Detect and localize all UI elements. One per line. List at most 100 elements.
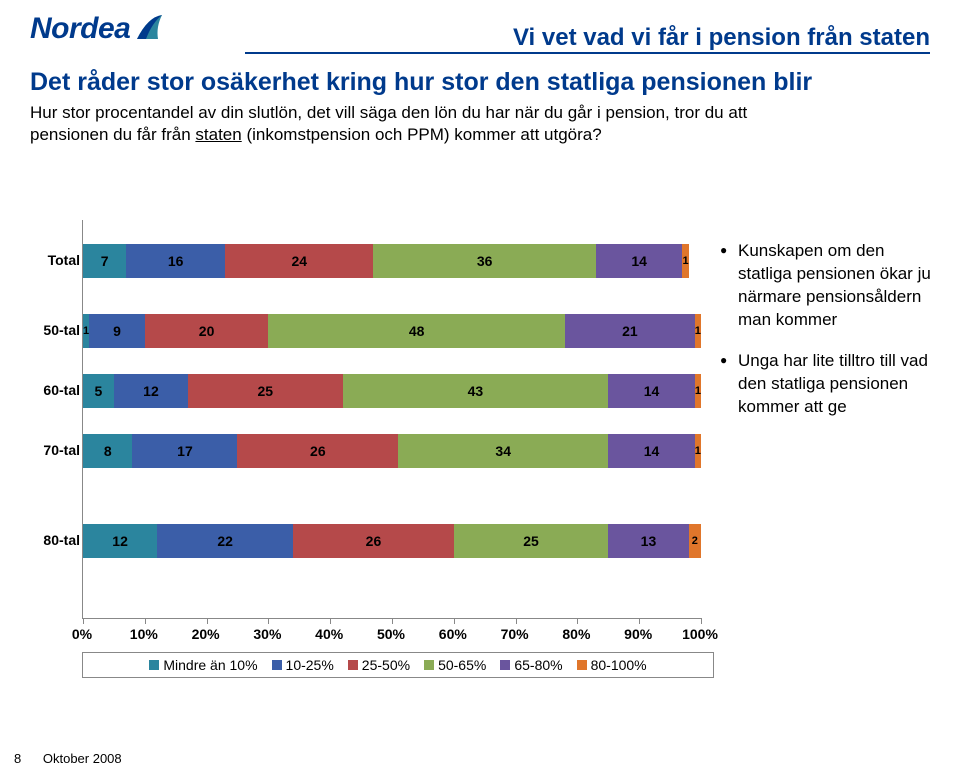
legend-swatch bbox=[348, 660, 358, 670]
legend-swatch bbox=[500, 660, 510, 670]
bar-segment: 48 bbox=[268, 314, 565, 348]
question-text: Hur stor procentandel av din slutlön, de… bbox=[30, 102, 790, 146]
bar-segment: 17 bbox=[132, 434, 237, 468]
bar-row: 8172634141 bbox=[83, 434, 701, 468]
header-rule bbox=[245, 52, 930, 54]
x-tick bbox=[516, 618, 517, 624]
legend-item: 80-100% bbox=[577, 657, 647, 673]
category-label: 80-tal bbox=[30, 532, 80, 548]
page-number: 8 bbox=[14, 751, 21, 766]
bar-segment: 43 bbox=[343, 374, 609, 408]
legend-swatch bbox=[424, 660, 434, 670]
x-tick bbox=[83, 618, 84, 624]
x-tick-label: 20% bbox=[192, 626, 220, 642]
legend-item: 50-65% bbox=[424, 657, 486, 673]
bar-segment: 1 bbox=[695, 314, 701, 348]
question-post: (inkomstpension och PPM) kommer att utgö… bbox=[242, 125, 602, 144]
bar-segment: 24 bbox=[225, 244, 373, 278]
logo-text: Nordea bbox=[30, 12, 130, 46]
x-tick-label: 70% bbox=[501, 626, 529, 642]
bar-segment: 22 bbox=[157, 524, 293, 558]
bar-row: 192048211 bbox=[83, 314, 701, 348]
legend-label: Mindre än 10% bbox=[163, 657, 257, 673]
bar-segment: 2 bbox=[689, 524, 701, 558]
x-tick-label: 80% bbox=[562, 626, 590, 642]
x-tick-label: 40% bbox=[315, 626, 343, 642]
bullet-ul: Kunskapen om den statliga pensionen ökar… bbox=[720, 240, 940, 419]
legend-swatch bbox=[272, 660, 282, 670]
plot-area: 7162436141192048211512254314181726341411… bbox=[82, 228, 701, 619]
stacked-bar-chart: 7162436141192048211512254314181726341411… bbox=[30, 228, 700, 619]
legend-item: Mindre än 10% bbox=[149, 657, 257, 673]
legend-label: 80-100% bbox=[591, 657, 647, 673]
x-tick-label: 60% bbox=[439, 626, 467, 642]
x-tick-label: 90% bbox=[624, 626, 652, 642]
legend-label: 25-50% bbox=[362, 657, 410, 673]
bar-segment: 36 bbox=[373, 244, 595, 278]
bar-segment: 9 bbox=[89, 314, 145, 348]
bar-segment: 8 bbox=[83, 434, 132, 468]
legend-swatch bbox=[577, 660, 587, 670]
bar-segment: 13 bbox=[608, 524, 688, 558]
x-tick bbox=[701, 618, 702, 624]
legend-label: 10-25% bbox=[286, 657, 334, 673]
category-label: 60-tal bbox=[30, 382, 80, 398]
x-tick-label: 100% bbox=[682, 626, 718, 642]
bar-segment: 1 bbox=[682, 244, 688, 278]
bar-segment: 12 bbox=[83, 524, 157, 558]
bar-segment: 26 bbox=[237, 434, 398, 468]
legend-label: 65-80% bbox=[514, 657, 562, 673]
bar-segment: 1 bbox=[695, 434, 701, 468]
bar-segment: 21 bbox=[565, 314, 695, 348]
slide-title: Det råder stor osäkerhet kring hur stor … bbox=[30, 68, 930, 97]
page-header: Vi vet vad vi får i pension från staten bbox=[513, 24, 930, 52]
x-tick bbox=[268, 618, 269, 624]
x-tick-label: 0% bbox=[72, 626, 92, 642]
legend-item: 25-50% bbox=[348, 657, 410, 673]
bar-segment: 25 bbox=[454, 524, 609, 558]
category-label: 50-tal bbox=[30, 322, 80, 338]
x-tick bbox=[392, 618, 393, 624]
bar-row: 7162436141 bbox=[83, 244, 701, 278]
footer-date: Oktober 2008 bbox=[43, 751, 122, 766]
bar-row: 12222625132 bbox=[83, 524, 701, 558]
x-axis-labels: 0%10%20%30%40%50%60%70%80%90%100% bbox=[82, 626, 700, 646]
x-tick bbox=[639, 618, 640, 624]
x-tick bbox=[577, 618, 578, 624]
legend-label: 50-65% bbox=[438, 657, 486, 673]
axis-cap bbox=[82, 220, 83, 228]
nordea-logo: Nordea bbox=[30, 12, 166, 46]
bar-segment: 34 bbox=[398, 434, 608, 468]
x-tick-label: 30% bbox=[253, 626, 281, 642]
footer: 8 Oktober 2008 bbox=[14, 751, 122, 766]
bar-segment: 14 bbox=[596, 244, 683, 278]
bar-row: 5122543141 bbox=[83, 374, 701, 408]
legend-swatch bbox=[149, 660, 159, 670]
bar-segment: 14 bbox=[608, 374, 695, 408]
bar-segment: 20 bbox=[145, 314, 269, 348]
bar-segment: 25 bbox=[188, 374, 343, 408]
slide: { "logo_text":"Nordea", "header_title":"… bbox=[0, 0, 960, 780]
category-label: Total bbox=[30, 252, 80, 268]
bar-segment: 12 bbox=[114, 374, 188, 408]
bullet-list: Kunskapen om den statliga pensionen ökar… bbox=[720, 240, 940, 437]
bullet-item: Unga har lite tilltro till vad den statl… bbox=[720, 350, 940, 419]
x-tick bbox=[330, 618, 331, 624]
x-tick bbox=[145, 618, 146, 624]
bar-segment: 5 bbox=[83, 374, 114, 408]
sail-icon bbox=[134, 13, 166, 46]
x-tick-label: 10% bbox=[130, 626, 158, 642]
bar-segment: 14 bbox=[608, 434, 695, 468]
x-tick bbox=[454, 618, 455, 624]
x-tick-label: 50% bbox=[377, 626, 405, 642]
x-tick bbox=[207, 618, 208, 624]
question-underline: staten bbox=[195, 125, 241, 144]
bullet-item: Kunskapen om den statliga pensionen ökar… bbox=[720, 240, 940, 332]
legend-item: 10-25% bbox=[272, 657, 334, 673]
bar-segment: 16 bbox=[126, 244, 225, 278]
legend: Mindre än 10% 10-25% 25-50% 50-65% 65-80% 80-… bbox=[82, 652, 714, 678]
bar-segment: 1 bbox=[695, 374, 701, 408]
legend-item: 65-80% bbox=[500, 657, 562, 673]
category-label: 70-tal bbox=[30, 442, 80, 458]
bar-segment: 26 bbox=[293, 524, 454, 558]
